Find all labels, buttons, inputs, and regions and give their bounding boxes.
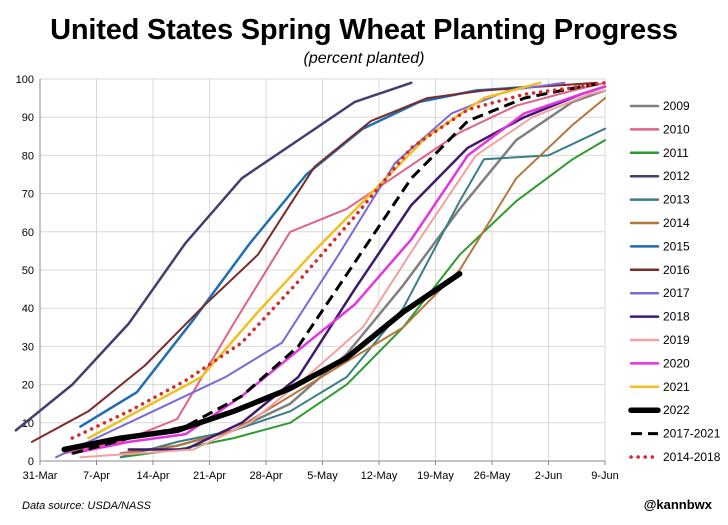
legend-item-2009: 2009: [629, 99, 690, 113]
legend-label: 2021: [663, 380, 690, 394]
chart-subtitle: (percent planted): [303, 50, 425, 67]
legend-label: 2010: [663, 122, 690, 136]
legend-label: 2012: [663, 169, 690, 183]
y-tick-label: 60: [22, 227, 34, 239]
legend-label: 2017-2021: [663, 427, 721, 441]
legend-label: 2015: [663, 239, 690, 253]
legend-label: 2011: [663, 146, 689, 160]
legend-item-2013: 2013: [629, 193, 690, 207]
y-tick-label: 50: [22, 265, 34, 277]
series-line-2016: [30, 81, 598, 443]
series-line-2014: [119, 97, 606, 455]
y-tick-label: 20: [22, 380, 34, 392]
series-line-2010: [63, 81, 606, 455]
y-tick-label: 0: [28, 456, 34, 468]
legend-item-2022: 2022: [628, 403, 690, 417]
y-tick-label: 90: [22, 112, 34, 124]
x-tick-label: 12-May: [361, 470, 398, 482]
series-line-2015: [79, 85, 534, 428]
legend-label: 2013: [663, 193, 690, 207]
series-line-2009: [119, 89, 607, 455]
legend-label: 2017: [663, 286, 690, 300]
legend-item-2014-2018: 2014-2018: [629, 450, 721, 464]
series-line-2011: [119, 139, 606, 459]
legend-item-2012: 2012: [629, 169, 690, 183]
x-tick-label: 28-Apr: [249, 470, 282, 482]
x-tick-label: 2-Jun: [535, 470, 563, 482]
legend-label: 2016: [663, 263, 690, 277]
y-tick-label: 80: [22, 150, 34, 162]
legend-label: 2018: [663, 310, 690, 324]
series-line-2013: [119, 127, 606, 459]
legend-label: 2014: [663, 216, 690, 230]
legend-label: 2009: [663, 99, 690, 113]
series-line-2018: [127, 85, 607, 451]
legend-label: 2014-2018: [663, 450, 721, 464]
legend-label: 2022: [663, 403, 690, 417]
series-line-2019: [79, 89, 606, 459]
legend-item-2017: 2017: [629, 286, 690, 300]
legend-item-2017-2021: 2017-2021: [631, 427, 721, 441]
legend-item-2018: 2018: [629, 310, 690, 324]
x-tick-label: 31-Mar: [23, 470, 58, 482]
legend-item-2011: 2011: [629, 146, 689, 160]
y-tick-label: 70: [22, 189, 34, 201]
series-line-2017-2021: [71, 81, 606, 455]
x-tick-label: 7-Apr: [83, 470, 110, 482]
chart-title: United States Spring Wheat Planting Prog…: [50, 14, 678, 46]
legend-label: 2020: [663, 356, 690, 370]
legend-item-2010: 2010: [629, 122, 690, 136]
x-tick-label: 21-Apr: [193, 470, 226, 482]
legend-label: 2019: [663, 333, 690, 347]
author-handle: @kannbwx: [643, 497, 712, 512]
legend-item-2021: 2021: [629, 380, 690, 394]
legend-item-2014: 2014: [629, 216, 690, 230]
legend-item-2019: 2019: [629, 333, 690, 347]
legend-item-2015: 2015: [629, 239, 690, 253]
data-source-note: Data source: USDA/NASS: [22, 500, 151, 512]
x-tick-label: 26-May: [474, 470, 511, 482]
series-line-2020: [71, 85, 607, 455]
series-line-2014-2018: [70, 81, 607, 440]
x-tick-label: 19-May: [417, 470, 454, 482]
series-line-2012: [14, 81, 413, 432]
legend-item-2016: 2016: [629, 263, 690, 277]
y-tick-label: 30: [22, 341, 34, 353]
y-tick-label: 10: [22, 418, 34, 430]
x-tick-label: 5-May: [307, 470, 338, 482]
legend-item-2020: 2020: [629, 356, 690, 370]
y-tick-label: 100: [16, 74, 34, 86]
x-tick-label: 9-Jun: [591, 470, 619, 482]
x-tick-label: 14-Apr: [136, 470, 169, 482]
y-tick-label: 40: [22, 303, 34, 315]
